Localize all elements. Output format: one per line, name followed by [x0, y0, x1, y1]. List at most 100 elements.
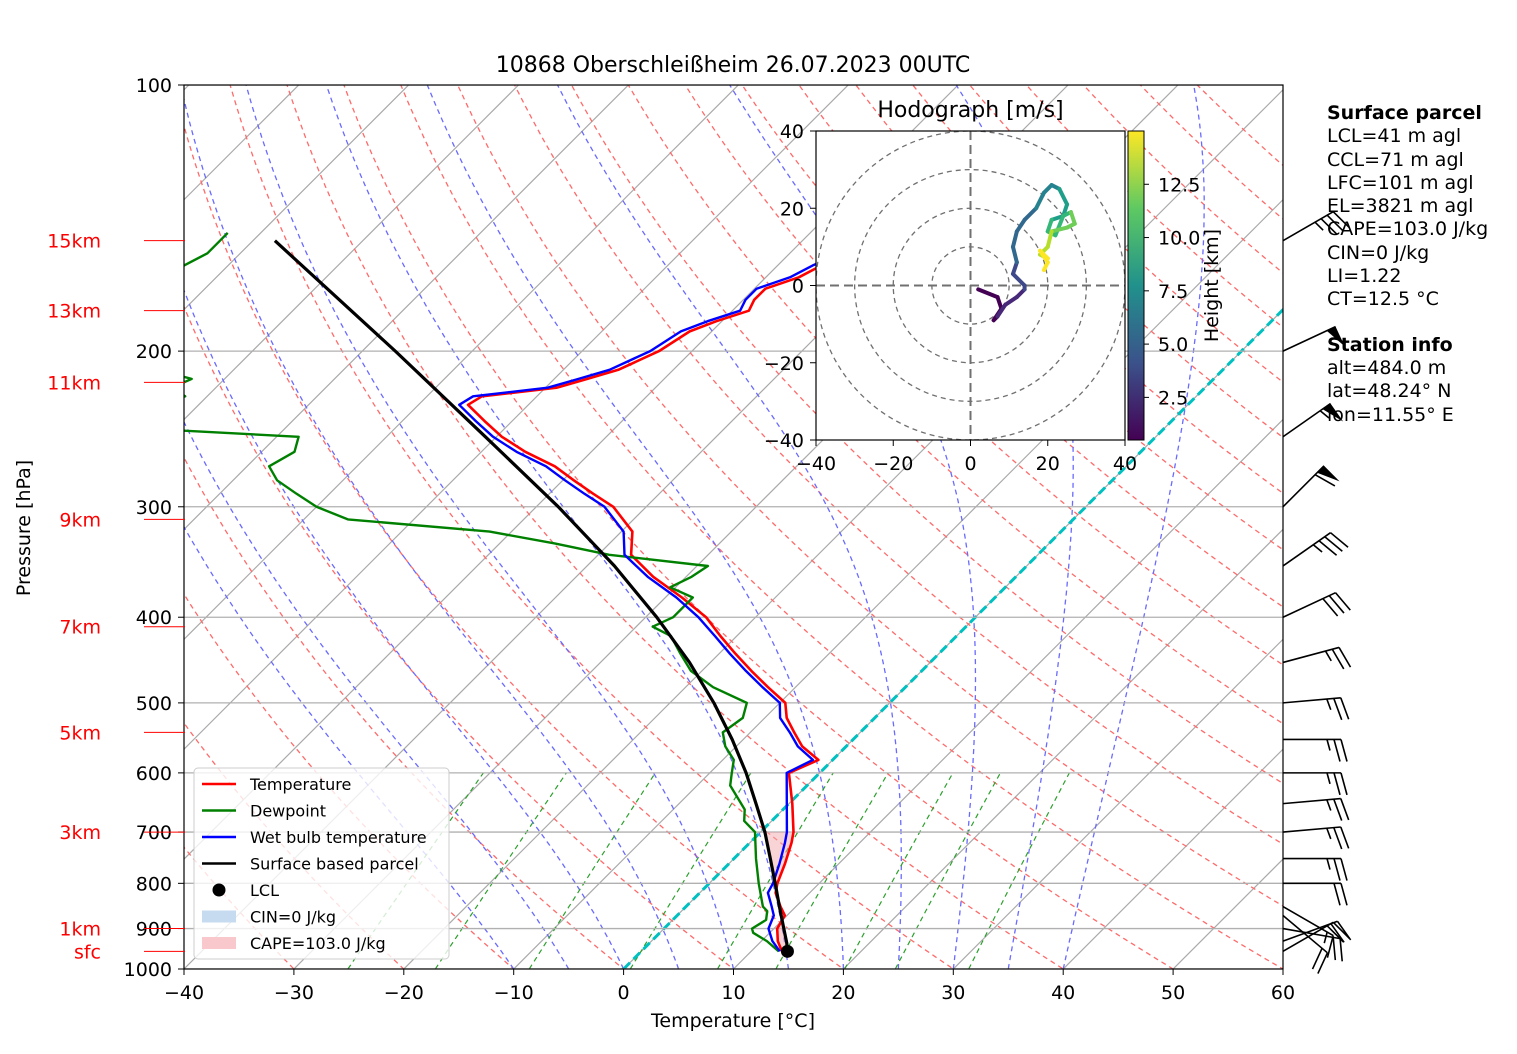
wind-barb [1282, 402, 1344, 438]
barb-full [1333, 858, 1341, 881]
barb-full [1340, 739, 1348, 762]
legend-swatch [202, 937, 236, 949]
wind-barb [1282, 325, 1345, 352]
dry-adiabat-line [184, 123, 845, 969]
colorbar-label: Height [km] [1201, 229, 1223, 342]
chart-title: 10868 Oberschleißheim 26.07.2023 00UTC [496, 53, 971, 78]
barb-staff [1282, 646, 1340, 664]
barb-staff [1282, 920, 1338, 942]
moist-adiabat-line [184, 420, 570, 969]
parcel-line: CT=12.5 °C [1327, 288, 1439, 311]
y-tick-label: 500 [136, 693, 172, 715]
hodograph-segment [1022, 206, 1039, 222]
hodograph-segment [1010, 229, 1019, 249]
colorbar-tick-label: 12.5 [1158, 174, 1200, 196]
y-tick-label: 1000 [124, 959, 172, 981]
dry-adiabat-line [184, 456, 625, 969]
y-tick-label: 700 [136, 822, 172, 844]
legend-label: CIN=0 J/kg [250, 908, 336, 927]
hodograph-segment [1045, 217, 1054, 234]
hodograph: Hodograph [m/s] −40 −20 0 20 40 40 20 0 −20 −40 2.5… [764, 98, 1223, 475]
barb-half [1326, 827, 1332, 840]
hodograph-x-tick-label: −20 [873, 453, 913, 475]
barb-full [1326, 935, 1335, 958]
barb-half [1326, 739, 1331, 751]
wind-barb [1283, 738, 1348, 762]
barb-full [1340, 883, 1348, 906]
barb-half [1326, 772, 1331, 785]
hodograph-x-tick-label: 40 [1113, 453, 1137, 475]
hodograph-y-tick-label: −40 [764, 430, 804, 452]
barb-full [1340, 798, 1350, 821]
hodograph-segment [1068, 210, 1077, 226]
y-tick-label: 900 [136, 919, 172, 941]
moist-adiabat-line [955, 85, 1074, 969]
hodograph-y-tick-label: 40 [780, 121, 804, 143]
barb-full [1336, 920, 1352, 941]
wind-barb [1282, 646, 1352, 670]
isotherm-line [842, 528, 1283, 969]
station-line: alt=484.0 m [1327, 356, 1447, 379]
barb-full [1331, 648, 1345, 670]
wind-barbs [1282, 210, 1352, 974]
y-tick-label: 400 [136, 607, 172, 629]
hodograph-x-tick-label: 20 [1036, 453, 1060, 475]
profile-lines [184, 231, 916, 958]
moist-adiabat-line [1062, 85, 1205, 969]
hodograph-y-tick-label: −20 [764, 353, 804, 375]
barb-full [1332, 211, 1350, 229]
dry-adiabat-line [184, 305, 735, 969]
height-label: 1km [59, 919, 101, 941]
hodograph-y-tick-label: 0 [792, 276, 804, 298]
colorbar-tick-label: 2.5 [1158, 387, 1188, 409]
barb-full [1322, 598, 1339, 617]
dry-adiabat-line [798, 85, 1283, 551]
mixing-ratio-line [528, 772, 656, 969]
freezing-isotherm-line [622, 307, 1283, 969]
station-header: Station info [1327, 333, 1453, 356]
legend-label: Temperature [249, 775, 351, 794]
barb-half [1319, 410, 1330, 419]
dry-adiabat-line [343, 85, 1175, 969]
wind-barb [1282, 591, 1351, 618]
barb-half [1324, 650, 1332, 662]
hodograph-segment [1049, 225, 1070, 234]
x-tick-label: 20 [831, 982, 855, 1004]
x-axis-label: Temperature [°C] [650, 1010, 815, 1032]
x-tick-label: 40 [1051, 982, 1075, 1004]
hodograph-segment [1038, 248, 1050, 265]
wind-barb [1282, 210, 1350, 242]
dry-adiabat-line [855, 85, 1283, 495]
x-tick-label: 0 [618, 982, 630, 1004]
hodograph-title: Hodograph [m/s] [877, 98, 1063, 123]
hodograph-segment [1014, 217, 1027, 234]
isotherm-line [184, 85, 410, 311]
mixing-ratio-line [629, 772, 752, 969]
hodograph-segment [1057, 186, 1070, 207]
barb-full [1318, 540, 1338, 556]
x-tick-label: 10 [721, 982, 745, 1004]
barb-full [1324, 536, 1343, 552]
barb-full [1314, 473, 1336, 487]
hodograph-segment [1003, 295, 1019, 307]
series-line [458, 232, 907, 953]
barb-half [1326, 858, 1331, 870]
barb-full [1330, 923, 1345, 943]
height-label: 7km [59, 617, 101, 639]
height-label: 3km [59, 822, 101, 844]
legend-swatch [202, 910, 236, 923]
x-tick-label: 60 [1271, 982, 1295, 1004]
hodograph-segment [1010, 244, 1019, 265]
barb-flag [1326, 326, 1345, 347]
mixing-ratio-line [968, 772, 1070, 969]
barb-flag [1317, 465, 1340, 482]
parcel-header: Surface parcel [1327, 102, 1482, 124]
hodograph-plot-area [816, 131, 1125, 440]
mixing-ratio-line [775, 772, 889, 969]
legend-label: Wet bulb temperature [250, 828, 427, 847]
hodograph-segment [995, 302, 1008, 319]
hodograph-segment [1041, 260, 1050, 273]
parcel-line: EL=3821 m agl [1327, 195, 1474, 218]
hodograph-segment [1045, 229, 1054, 249]
barb-full [1333, 798, 1343, 821]
